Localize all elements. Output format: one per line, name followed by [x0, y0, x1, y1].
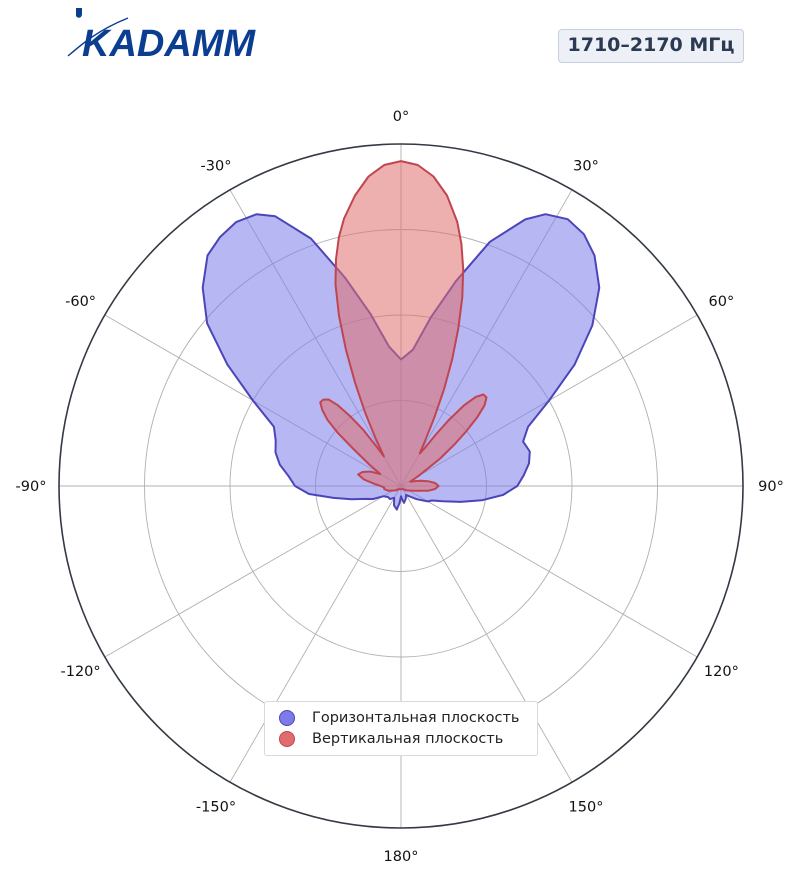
frequency-badge: 1710–2170 МГц: [558, 29, 744, 63]
legend-item-horizontal: Горизонтальная плоскость: [279, 708, 519, 728]
angle-tick-label: -150°: [196, 799, 236, 815]
logo-wordmark: KADAMM: [82, 23, 256, 64]
angle-tick-label: 120°: [704, 664, 739, 680]
angle-tick-label: -60°: [65, 294, 96, 310]
legend-label-vertical: Вертикальная плоскость: [312, 731, 504, 747]
legend-item-vertical: Вертикальная плоскость: [279, 729, 503, 749]
angle-tick-label: 60°: [709, 294, 735, 310]
legend-swatch-vertical: [279, 731, 295, 747]
logo-mark-icon: [76, 8, 82, 18]
series-vertical-area: [319, 160, 488, 492]
angle-tick-label: -90°: [16, 479, 47, 495]
angle-tick-label: -30°: [201, 159, 232, 175]
angle-gridline: [400, 485, 573, 783]
angle-gridline: [104, 485, 402, 658]
angle-tick-label: 90°: [758, 479, 784, 495]
angle-gridline: [229, 485, 402, 783]
angle-tick-label: 30°: [573, 159, 599, 175]
kadamm-logo: KADAMM: [67, 8, 256, 64]
angle-tick-label: 0°: [393, 109, 409, 125]
logo-swoosh-icon: [67, 17, 129, 57]
legend-swatch-horizontal: [279, 710, 295, 726]
chart-legend: Горизонтальная плоскость Вертикальная пл…: [264, 701, 538, 756]
polar-frame: [58, 143, 744, 829]
angle-gridline: [400, 485, 698, 658]
angle-tick-label: -120°: [61, 664, 101, 680]
angle-tick-label: 180°: [384, 849, 419, 865]
legend-label-horizontal: Горизонтальная плоскость: [312, 710, 520, 726]
angle-tick-label: 150°: [569, 799, 604, 815]
